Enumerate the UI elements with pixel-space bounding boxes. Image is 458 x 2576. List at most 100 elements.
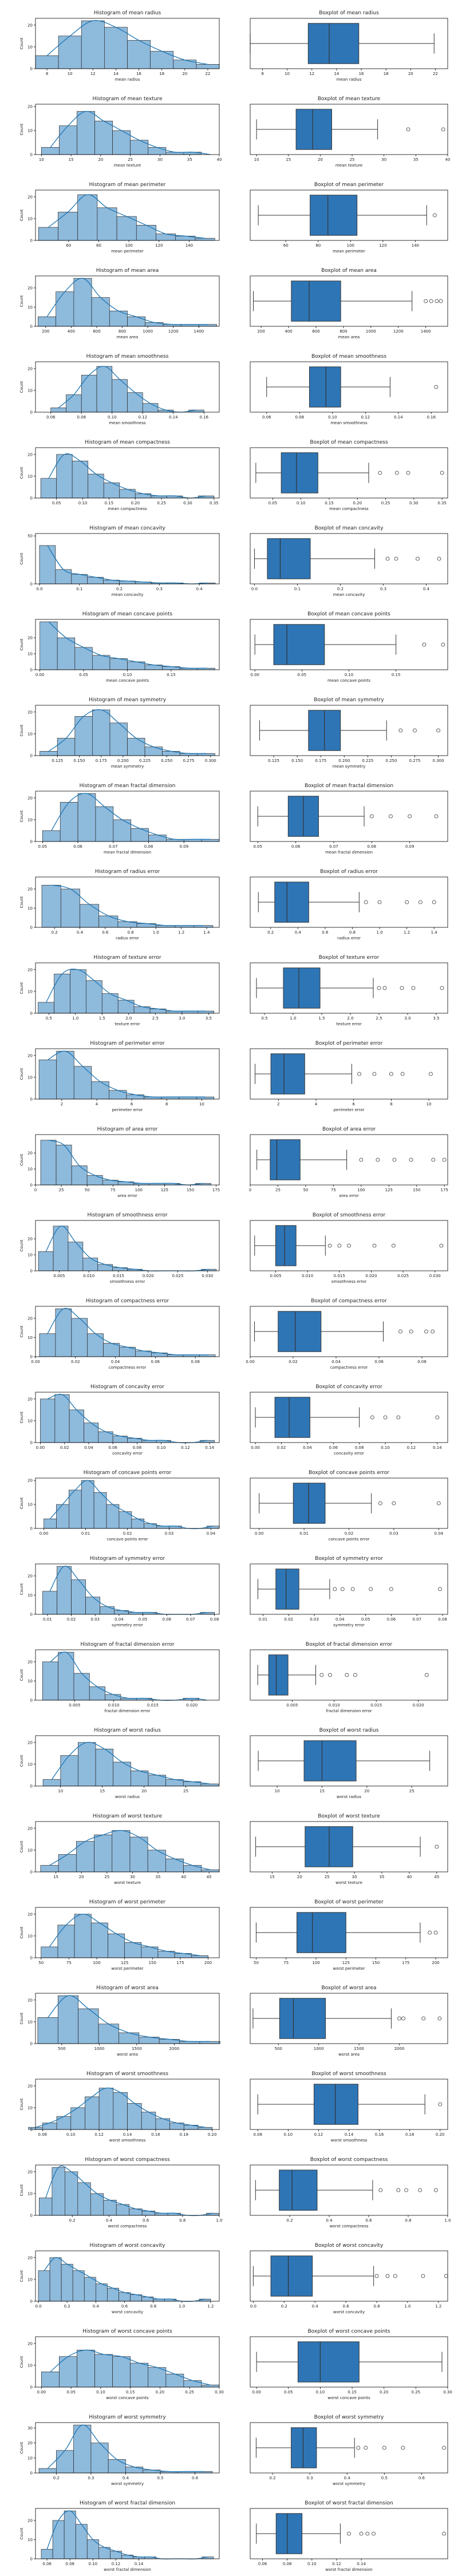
box-axes-frame [250, 1134, 448, 1186]
x-tick-label: 0.25 [185, 2390, 194, 2395]
y-tick-label: 20 [27, 2341, 33, 2346]
y-tick-label: 20 [27, 636, 33, 641]
y-tick-label: 10 [27, 216, 33, 221]
hist-bar [127, 2103, 142, 2130]
outlier-point [416, 556, 420, 561]
x-tick-label: 0.005 [270, 1274, 281, 1278]
box-iqr [270, 1139, 301, 1180]
chart-row-10: Histogram of radius error 0 10 20 0.2 0.4 0.6 0… [19, 869, 448, 941]
hist-bar [42, 830, 61, 842]
x-tick-label: 0.1 [294, 587, 301, 591]
hist-bar [69, 1490, 82, 1529]
hist-bar [56, 1504, 69, 1529]
hist-bar [49, 2257, 62, 2302]
hist-bar [50, 408, 66, 413]
hist-bar [130, 1770, 149, 1787]
box-axes-frame [250, 1735, 448, 1787]
outlier-point [353, 1673, 357, 1677]
x-tick-label: 0.2 [64, 2304, 70, 2309]
outlier-point [370, 1415, 374, 1420]
x-tick-label: 0.2 [53, 2476, 60, 2480]
x-tick-label: 0.01 [259, 1617, 268, 1622]
box-iqr [278, 1311, 322, 1352]
box-iqr [270, 2255, 313, 2297]
x-tick-label: 0.30 [409, 501, 418, 505]
hist-bar [41, 2371, 60, 2388]
x-tick-label: 0.8 [150, 2304, 156, 2309]
outlier-point [442, 2445, 446, 2450]
x-tick-label: 50 [303, 1188, 308, 1192]
x-tick-label: 100 [312, 1961, 319, 1965]
outlier-point [374, 2274, 379, 2278]
x-tick-label: 0.06 [374, 1360, 384, 1364]
x-tick-label: 0.14 [433, 1445, 442, 1450]
x-tick-label: 0.02 [60, 1445, 69, 1450]
x-axis-label: symmetry error [333, 1623, 365, 1627]
y-tick-label: 0 [30, 1012, 33, 1016]
hist-title: Histogram of compactness error [86, 1298, 169, 1304]
x-tick-label: 25 [350, 157, 355, 162]
outlier-point [409, 1329, 413, 1334]
hist-bar [150, 51, 174, 69]
x-tick-label: 15 [100, 1789, 105, 1793]
y-tick-label: 20 [27, 1397, 33, 1401]
kde-curve [51, 1741, 210, 1784]
outlier-point [428, 1930, 432, 1935]
x-tick-label: 0.00 [31, 1360, 40, 1364]
x-tick-label: 0.00 [36, 1445, 45, 1450]
hist-bar [100, 1606, 114, 1615]
x-tick-label: 200 [204, 1961, 212, 1965]
x-tick-label: 0.6 [365, 2218, 372, 2223]
outlier-point [432, 213, 437, 218]
outlier-point [369, 1587, 373, 1591]
x-tick-label: 0.200 [117, 758, 129, 763]
hist-bar [35, 55, 59, 69]
x-tick-label: 125 [342, 1961, 350, 1965]
x-tick-label: 175 [440, 1188, 448, 1192]
outlier-point [441, 127, 445, 132]
x-tick-label: 0.08 [283, 2562, 292, 2566]
hist-axes-frame [35, 1220, 220, 1271]
hist-bar [98, 915, 119, 928]
x-tick-label: 0.06 [108, 1445, 117, 1450]
kde-curve [51, 884, 204, 926]
y-tick-label: 20 [27, 195, 33, 199]
x-tick-label: 75 [110, 1188, 116, 1192]
x-tick-label: 0.015 [113, 1274, 124, 1278]
hist-bar [148, 2367, 167, 2388]
x-tick-label: 30 [157, 157, 163, 162]
y-axis-label: Count [19, 2270, 24, 2282]
hist-bar [77, 2182, 91, 2216]
hist-axes-frame [35, 1563, 220, 1615]
outlier-point [418, 900, 423, 904]
x-tick-label: 0.08 [133, 1445, 142, 1450]
x-tick-label: 0.05 [139, 1617, 148, 1622]
x-axis-label: smoothness error [110, 1279, 145, 1284]
x-tick-label: 1.0 [72, 1016, 78, 1021]
box-iqr [310, 195, 358, 236]
x-axis-label: mean smoothness [330, 421, 368, 425]
x-tick-label: 150 [187, 1188, 194, 1192]
x-tick-label: 0.08 [210, 1617, 219, 1622]
outlier-point [442, 2531, 446, 2536]
hist-bar [56, 2116, 72, 2130]
x-tick-label: 0.10 [297, 501, 306, 505]
x-tick-label: 40 [406, 1875, 412, 1879]
y-axis-label: Count [19, 2441, 24, 2453]
y-axis-label: Count [19, 724, 24, 736]
hist-bar [105, 1694, 121, 1701]
x-axis-label: worst perimeter [111, 1966, 143, 1971]
box-axes-frame [250, 2508, 448, 2559]
hist-axes-frame [35, 104, 220, 155]
x-tick-label: 14 [334, 72, 339, 76]
hist-bar [95, 2283, 108, 2302]
hist-title: Histogram of concavity error [90, 1384, 164, 1390]
y-tick-label: 0 [30, 410, 33, 415]
kde-curve [48, 621, 207, 669]
x-tick-label: 150 [149, 1961, 156, 1965]
x-tick-label: 20 [98, 157, 103, 162]
outlier-point [432, 900, 436, 904]
x-axis-label: worst compactness [330, 2224, 369, 2229]
x-tick-label: 0.030 [429, 1274, 441, 1278]
hist-bar [131, 1518, 145, 1529]
